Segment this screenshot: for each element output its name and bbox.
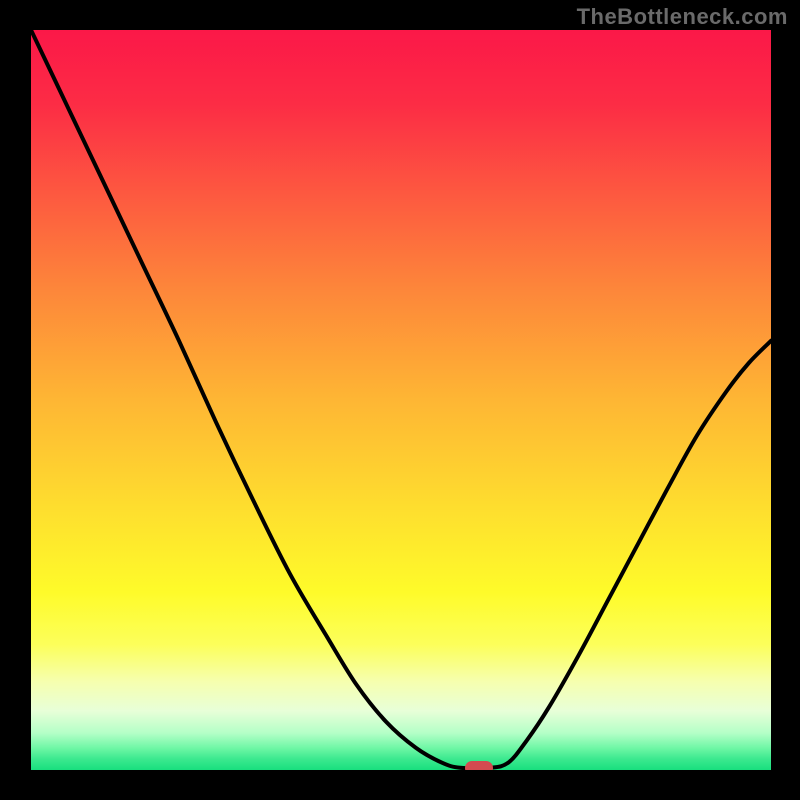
optimal-point-marker <box>465 761 493 770</box>
chart-plot-area <box>31 30 771 770</box>
watermark-text: TheBottleneck.com <box>577 4 788 30</box>
bottleneck-curve <box>31 30 771 770</box>
